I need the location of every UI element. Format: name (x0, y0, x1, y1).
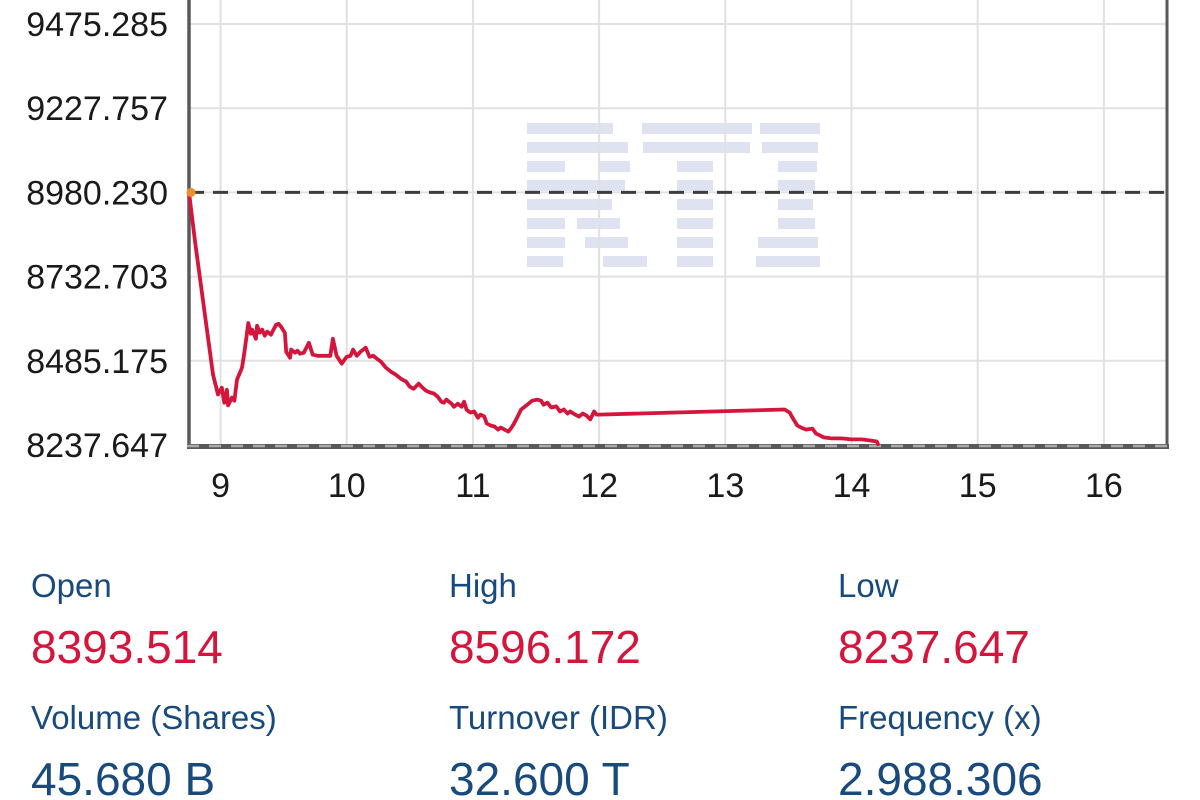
intraday-price-chart[interactable]: 9475.285 9227.757 8980.230 8732.703 8485.175… (0, 0, 1200, 520)
y-axis-tick-label: 8980.230 (26, 174, 168, 212)
y-axis-labels: 9475.285 9227.757 8980.230 8732.703 8485.175… (26, 6, 168, 465)
y-axis-tick-label: 8485.175 (26, 343, 168, 381)
stat-open-label: Open (31, 567, 112, 604)
chart-grid (189, 0, 1167, 449)
stat-open-value: 8393.514 (31, 621, 223, 673)
stat-turnover: Turnover (IDR) 32.600 T (449, 698, 668, 800)
x-axis-labels: 9 10 11 12 13 14 15 16 (211, 467, 1123, 505)
stat-low-value: 8237.647 (838, 621, 1030, 673)
stat-volume-value: 45.680 B (31, 753, 216, 800)
axis-frame (187, 0, 1169, 449)
y-axis-tick-label: 9475.285 (26, 6, 168, 44)
x-axis-tick-label: 14 (833, 467, 871, 505)
y-axis-tick-label: 8732.703 (26, 259, 168, 297)
stat-volume-label: Volume (Shares) (31, 699, 277, 736)
stat-high-label: High (449, 567, 517, 604)
stat-volume: Volume (Shares) 45.680 B (31, 698, 277, 800)
x-axis-tick-label: 13 (706, 467, 744, 505)
stat-frequency-label: Frequency (x) (838, 699, 1042, 736)
x-axis-tick-label: 10 (328, 467, 366, 505)
stat-frequency: Frequency (x) 2.988.306 (838, 698, 1043, 800)
rti-watermark-icon (527, 123, 820, 267)
stat-high-value: 8596.172 (449, 621, 641, 673)
x-axis-tick-label: 11 (455, 467, 490, 505)
x-axis-tick-label: 15 (959, 467, 997, 505)
stat-turnover-value: 32.600 T (449, 753, 630, 800)
session-start-marker-icon (186, 187, 196, 197)
y-axis-tick-label: 9227.757 (26, 90, 168, 128)
x-axis-tick-label: 9 (211, 467, 230, 505)
stat-low-label: Low (838, 567, 899, 604)
stat-open: Open 8393.514 (31, 566, 223, 670)
stat-turnover-label: Turnover (IDR) (449, 699, 668, 736)
stat-frequency-value: 2.988.306 (838, 753, 1043, 800)
price-line (187, 190, 880, 447)
x-axis-tick-label: 12 (580, 467, 618, 505)
x-axis-tick-label: 16 (1085, 467, 1123, 505)
y-axis-tick-label: 8237.647 (26, 427, 168, 465)
stat-high: High 8596.172 (449, 566, 641, 670)
stat-low: Low 8237.647 (838, 566, 1030, 670)
